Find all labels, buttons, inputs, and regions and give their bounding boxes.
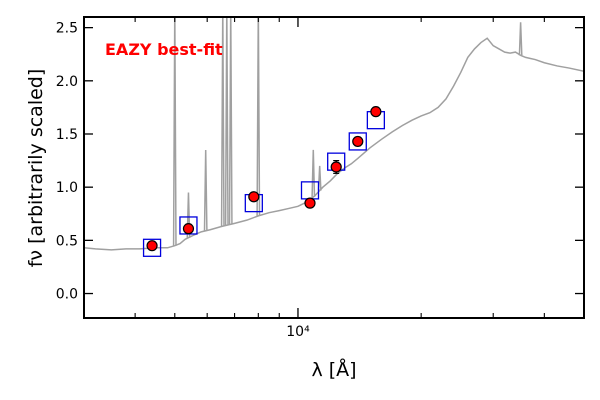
y-tick-label-4: 2.0 bbox=[56, 74, 78, 90]
plot-area bbox=[84, 17, 584, 257]
observed-point-3 bbox=[304, 197, 316, 209]
observed-point-2 bbox=[248, 191, 260, 203]
observed-point-5 bbox=[352, 135, 364, 148]
y-tick-label-5: 2.5 bbox=[56, 21, 78, 37]
model-sed-line bbox=[84, 37, 584, 251]
emission-line-5 bbox=[228, 17, 233, 225]
emission-line-0 bbox=[172, 17, 177, 246]
emission-line-9 bbox=[518, 22, 523, 56]
y-tick-label-0: 0.0 bbox=[56, 287, 78, 303]
axes-layer: 0.0 0.5 1.0 1.5 2.0 2.5 10⁴ bbox=[56, 16, 585, 340]
y-axis-label: fν [arbitrarily scaled] bbox=[25, 69, 47, 268]
plot-frame bbox=[83, 16, 585, 319]
y-tick-label-2: 1.0 bbox=[56, 180, 78, 196]
emission-line-1 bbox=[186, 192, 191, 238]
observed-point-0 bbox=[146, 240, 158, 252]
y-tick-label-1: 0.5 bbox=[56, 233, 78, 249]
emission-line-6 bbox=[256, 17, 261, 216]
emission-line-2 bbox=[203, 149, 208, 231]
observed-point-1 bbox=[182, 223, 195, 235]
model-photometry-box-5 bbox=[348, 132, 367, 151]
x-tick-label-0: 10⁴ bbox=[286, 324, 310, 340]
annotation-label: EAZY best-fit bbox=[105, 40, 223, 59]
plot-content bbox=[84, 17, 584, 257]
observed-point-6 bbox=[370, 106, 382, 118]
observed-point-4 bbox=[330, 161, 342, 173]
emission-line-4 bbox=[224, 17, 229, 226]
x-axis-label: λ [Å] bbox=[311, 358, 356, 381]
emission-line-3 bbox=[220, 17, 225, 227]
model-photometry-box-0 bbox=[142, 238, 162, 257]
y-tick-label-3: 1.5 bbox=[56, 127, 78, 143]
